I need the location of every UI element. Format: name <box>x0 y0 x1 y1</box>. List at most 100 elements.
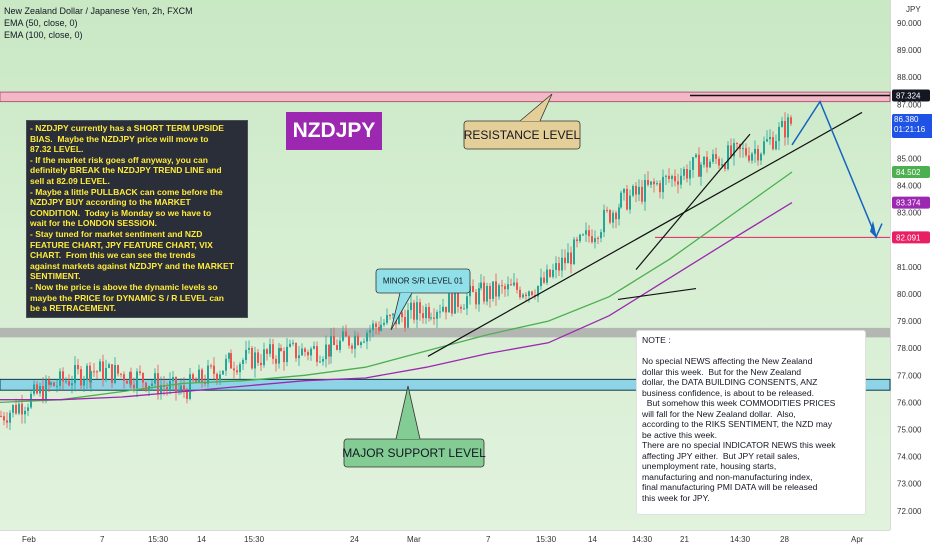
candle-body <box>522 294 524 298</box>
candle-body <box>501 285 503 287</box>
note-line: No special NEWS affecting the New Zealan… <box>642 356 813 366</box>
resistance-price-tag: 87.324 <box>896 92 921 101</box>
candle-body <box>671 176 673 179</box>
bar-countdown: 01:21:16 <box>894 125 926 134</box>
note-line: manufacturing and non-manufacturing inde… <box>642 471 813 482</box>
candle-body <box>336 345 338 350</box>
candle-body <box>668 175 670 179</box>
candle-body <box>272 344 274 359</box>
candle-body <box>404 317 406 328</box>
candle-body <box>360 342 362 346</box>
candle-body <box>620 192 622 208</box>
candle-body <box>123 374 125 381</box>
candle-body <box>260 362 262 366</box>
analysis-line: NZDJPY BUY according to the MARKET <box>30 197 191 208</box>
candle-body <box>790 117 792 124</box>
candle-body <box>769 137 771 140</box>
candle-body <box>416 302 418 320</box>
candle-body <box>145 382 147 391</box>
candle-body <box>345 331 347 337</box>
candle-body <box>525 294 527 297</box>
candle-body <box>198 369 200 382</box>
support-zone <box>0 378 891 391</box>
candle-body <box>570 252 572 265</box>
candle-body <box>222 370 224 375</box>
candle-body <box>42 386 44 402</box>
candle-body <box>117 365 119 374</box>
candle-body <box>618 207 620 220</box>
candle-body <box>126 380 128 384</box>
analysis-line: - Stay tuned for market sentiment and NZ… <box>30 228 203 239</box>
candle-body <box>410 302 412 311</box>
time-axis[interactable] <box>0 530 890 551</box>
candle-body <box>647 179 649 185</box>
minor-sr-callout-pointer <box>390 292 413 331</box>
candle-body <box>71 383 73 386</box>
candle-body <box>579 234 581 242</box>
candle-body <box>724 164 726 169</box>
candle-body <box>603 209 605 233</box>
ema50-price-tag: 84.502 <box>896 168 921 177</box>
resistance-price-tag-bg <box>892 89 930 102</box>
candle-body <box>700 164 702 177</box>
minor-sr-callout: MINOR S/R LEVEL 01 <box>383 277 464 286</box>
candle-body <box>436 312 438 319</box>
candle-body <box>445 306 447 313</box>
price-axis[interactable] <box>890 0 932 530</box>
candle-body <box>333 336 335 346</box>
candle-body <box>372 323 374 331</box>
candle-body <box>597 238 599 240</box>
candle-body <box>718 158 720 166</box>
candle-body <box>6 420 8 423</box>
candle-body <box>698 154 700 177</box>
candle-body <box>201 369 203 382</box>
candle-body <box>615 212 617 220</box>
candle-body <box>626 188 628 210</box>
candle-body <box>130 372 132 385</box>
price-tick-label: 89.000 <box>897 46 922 55</box>
candle-body <box>210 365 212 367</box>
candle-body <box>748 155 750 161</box>
candle-body <box>86 365 88 380</box>
candle-body <box>754 148 756 154</box>
candle-body <box>93 371 95 373</box>
note-line: dollar this week. But for the New Zealan… <box>642 366 802 377</box>
price-tick-label: 90.000 <box>897 19 922 28</box>
candle-body <box>552 269 554 277</box>
candle-body <box>392 313 394 316</box>
candle-body <box>219 374 221 381</box>
candle-body <box>591 236 593 243</box>
candle-body <box>703 156 705 165</box>
candle-body <box>245 349 247 360</box>
candle-body <box>401 312 403 318</box>
candle-body <box>495 281 497 297</box>
candle-body <box>298 355 300 359</box>
time-tick-label: 7 <box>100 535 105 544</box>
analysis-line: SENTIMENT. <box>30 271 81 282</box>
candle-body <box>369 330 371 333</box>
candle-body <box>454 288 456 314</box>
candle-body <box>111 364 113 383</box>
candle-body <box>709 161 711 168</box>
candle-body <box>339 340 341 350</box>
candle-body <box>330 336 332 357</box>
analysis-line: 87.32 LEVEL. <box>30 144 84 155</box>
candle-body <box>286 346 288 363</box>
ema50-line <box>0 171 793 404</box>
ema100-price-tag-bg <box>892 196 930 209</box>
trend-line-upper <box>635 133 751 270</box>
candle-body <box>486 285 488 302</box>
candle-body <box>269 344 271 354</box>
candle-body <box>120 373 122 375</box>
candle-body <box>154 373 156 384</box>
candle-body <box>727 145 729 169</box>
candle-body <box>9 412 11 423</box>
candle-body <box>289 343 291 347</box>
candle-body <box>576 239 578 242</box>
ema50-legend: EMA (50, close, 0) <box>4 18 78 28</box>
candle-body <box>428 306 430 319</box>
candle-body <box>629 195 631 210</box>
candle-body <box>225 358 227 371</box>
candle-body <box>62 371 64 382</box>
candle-body <box>292 342 294 344</box>
